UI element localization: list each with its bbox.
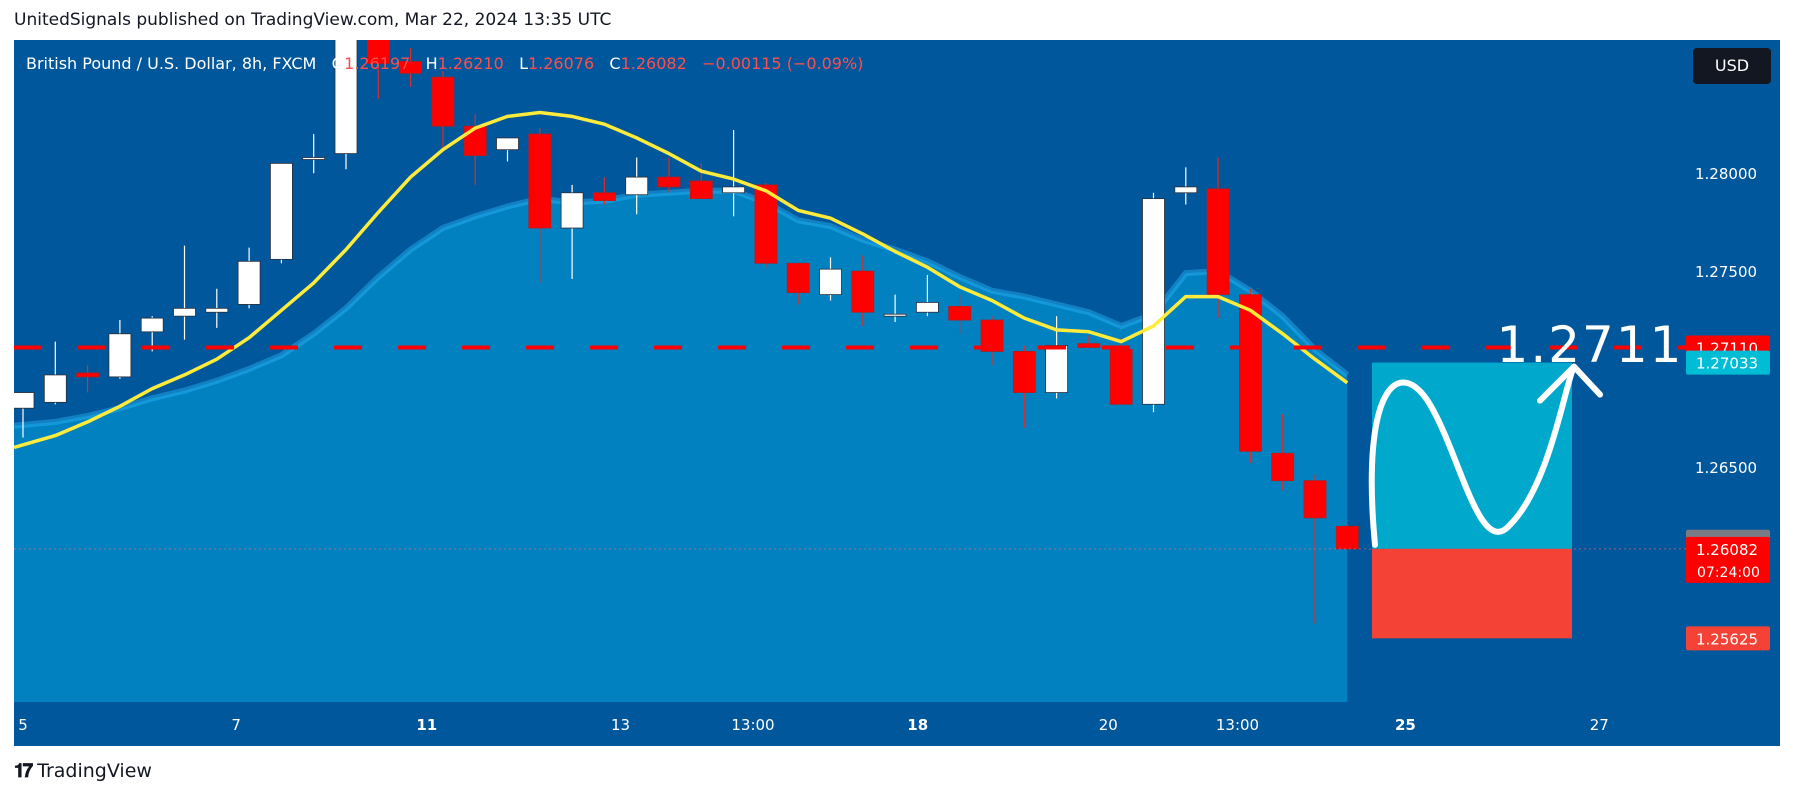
x-tick-label: 18 [907,716,928,734]
x-tick-label: 13:00 [1216,716,1259,734]
candle-body [1206,188,1230,296]
change-value: −0.00115 (−0.09%) [702,54,864,73]
candle-body [14,392,35,409]
axis-layer: 1.280001.275001.265001.271101.270331.261… [18,165,1770,734]
candle-body [1045,345,1068,393]
candle-body [1142,198,1165,405]
candle-body [786,262,810,294]
low-value: 1.26076 [527,54,595,73]
candle-body [205,307,229,313]
candle-body [1012,351,1036,393]
x-tick-label: 5 [18,716,28,734]
candle-body [237,260,261,305]
candle-body [819,268,842,296]
candle-body [173,307,196,317]
candle-body [948,305,972,321]
publisher-line: UnitedSignals published on TradingView.c… [14,10,612,30]
high-label: H [425,54,438,73]
footer-brand[interactable]: 𝟏𝟕 TradingView [14,760,152,782]
candle-body [463,125,487,156]
fast-ema-line [14,110,1349,450]
slow-ema-area [14,190,1348,702]
candle-body [76,372,99,378]
open-value: 1.26197 [344,54,411,73]
candle-body [269,162,293,260]
candle-body [1174,186,1198,194]
x-tick-label: 20 [1099,716,1118,734]
projection-layer [1368,362,1603,639]
projection-arrow-icon [1537,363,1603,404]
candle-body [1109,349,1133,405]
candle-body [980,319,1004,352]
y-tick-label: 1.28000 [1695,165,1757,183]
candle-body [1077,343,1101,348]
price-badge-label: 1.25625 [1696,630,1758,648]
candle-body [1271,452,1295,482]
risk-box [1372,548,1572,639]
target-annotation: 1.2711 [1497,316,1684,374]
low-label: L [519,54,528,73]
candle-body [399,61,423,74]
x-tick-label: 25 [1395,716,1416,734]
ema-layer [14,110,1349,450]
currency-button[interactable]: USD [1693,48,1771,84]
slow-ema-line [14,187,1350,429]
candle-body [528,133,552,229]
area-fill-layer [14,187,1350,702]
candle-body [1335,525,1359,550]
candle-body [560,192,584,229]
candle-body [851,270,875,313]
tradingview-logo-icon: 𝟏𝟕 [14,760,33,782]
candle-body [916,302,939,313]
symbol-name: British Pound / U.S. Dollar, 8h, FXCM [26,54,317,73]
close-label: C [609,54,621,73]
price-badge [1686,626,1770,651]
candle-body [334,40,358,154]
symbol-legend: British Pound / U.S. Dollar, 8h, FXCM O1… [26,54,863,73]
price-badge [1686,350,1770,375]
price-badge-label: 1.26082 [1696,541,1758,559]
candle-body [657,176,681,188]
y-tick-label: 1.26500 [1695,459,1757,477]
projected-path [1368,363,1577,548]
x-tick-label: 27 [1590,716,1609,734]
close-value: 1.26082 [620,54,687,73]
candles-layer [14,40,1359,624]
candle-body [431,76,455,127]
candle-body [625,176,649,196]
candle-body [754,184,778,264]
x-tick-label: 13 [611,716,630,734]
candle-body [593,192,616,202]
candle-body [302,157,326,160]
x-tick-label: 11 [416,716,437,734]
candle-body [722,186,745,194]
y-tick-label: 1.27500 [1695,263,1757,281]
candle-body [496,137,519,151]
candle-body [140,317,164,333]
candle-body [366,40,390,64]
candle-body [689,180,713,200]
candle-body [43,374,67,403]
high-value: 1.26210 [437,54,504,73]
candle-body [1239,294,1262,452]
countdown-label: 07:24:00 [1697,565,1760,581]
reward-box [1372,362,1572,549]
price-badge-label: 1.27033 [1696,355,1758,373]
candle-body [1303,480,1327,519]
candle-body [883,313,907,317]
footer-brand-text: TradingView [37,760,152,782]
open-label: O [331,54,345,73]
price-badge [1686,536,1770,583]
x-tick-label: 13:00 [731,716,774,734]
candle-body [108,333,132,378]
x-tick-label: 7 [231,716,241,734]
target-line-layer [14,345,1686,550]
